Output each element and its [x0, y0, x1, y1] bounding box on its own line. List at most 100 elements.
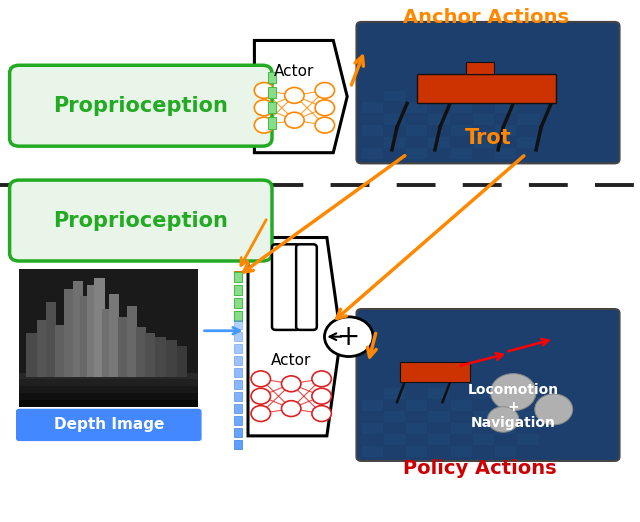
- Bar: [37, 319, 47, 377]
- Text: Proprioception: Proprioception: [53, 210, 228, 231]
- Bar: [473, 411, 494, 422]
- Bar: [406, 148, 428, 159]
- Bar: [384, 137, 405, 148]
- Bar: [177, 346, 188, 377]
- Bar: [234, 356, 243, 365]
- Circle shape: [490, 374, 536, 411]
- Bar: [55, 325, 65, 377]
- Bar: [136, 327, 146, 377]
- Bar: [19, 269, 198, 407]
- Circle shape: [535, 394, 573, 425]
- Bar: [102, 310, 112, 377]
- Text: Anchor Actions: Anchor Actions: [403, 8, 570, 27]
- Circle shape: [285, 112, 304, 128]
- Bar: [234, 344, 243, 353]
- Bar: [145, 333, 155, 377]
- Bar: [517, 388, 538, 399]
- Bar: [473, 388, 494, 399]
- Bar: [268, 72, 276, 83]
- Bar: [406, 102, 428, 113]
- Bar: [406, 400, 428, 411]
- Bar: [234, 416, 243, 425]
- Bar: [234, 380, 243, 389]
- Bar: [517, 434, 538, 445]
- Bar: [234, 299, 243, 308]
- Circle shape: [251, 406, 271, 421]
- Bar: [495, 102, 516, 113]
- Bar: [95, 278, 105, 377]
- Bar: [517, 137, 538, 148]
- Bar: [234, 428, 243, 437]
- Circle shape: [285, 88, 304, 103]
- Bar: [517, 114, 538, 125]
- Bar: [466, 62, 493, 74]
- Bar: [80, 296, 90, 377]
- Bar: [428, 114, 449, 125]
- Bar: [384, 434, 405, 445]
- Bar: [234, 320, 243, 329]
- Bar: [118, 316, 128, 377]
- Bar: [234, 332, 243, 341]
- Bar: [406, 446, 428, 457]
- Bar: [473, 434, 494, 445]
- Bar: [428, 91, 449, 101]
- Bar: [234, 271, 243, 281]
- Bar: [495, 400, 516, 411]
- Bar: [517, 411, 538, 422]
- Bar: [451, 102, 472, 113]
- Text: Policy Actions: Policy Actions: [403, 459, 557, 478]
- Bar: [451, 446, 472, 457]
- Circle shape: [312, 388, 332, 404]
- Bar: [428, 388, 449, 399]
- Bar: [234, 312, 243, 321]
- FancyBboxPatch shape: [16, 409, 202, 441]
- Text: Proprioception: Proprioception: [53, 96, 228, 116]
- Bar: [495, 423, 516, 434]
- Bar: [73, 281, 83, 377]
- Bar: [451, 400, 472, 411]
- Text: Trot: Trot: [465, 128, 511, 148]
- Circle shape: [282, 376, 301, 392]
- Circle shape: [254, 117, 274, 133]
- Bar: [384, 388, 405, 399]
- Bar: [234, 286, 243, 295]
- Circle shape: [324, 317, 373, 357]
- Bar: [87, 286, 98, 377]
- Bar: [156, 337, 166, 377]
- FancyBboxPatch shape: [10, 65, 272, 146]
- Bar: [384, 411, 405, 422]
- Bar: [19, 394, 198, 400]
- FancyBboxPatch shape: [272, 244, 300, 330]
- Circle shape: [254, 82, 274, 98]
- Bar: [362, 446, 383, 457]
- Bar: [234, 440, 243, 449]
- Bar: [234, 392, 243, 401]
- Bar: [234, 272, 243, 282]
- FancyBboxPatch shape: [356, 22, 620, 163]
- Bar: [268, 102, 276, 113]
- Circle shape: [282, 401, 301, 417]
- Bar: [517, 91, 538, 101]
- Bar: [473, 137, 494, 148]
- FancyBboxPatch shape: [356, 309, 620, 461]
- Text: Locomotion
+
Navigation: Locomotion + Navigation: [468, 383, 559, 430]
- Circle shape: [315, 100, 335, 116]
- Bar: [473, 114, 494, 125]
- Bar: [19, 373, 198, 379]
- Bar: [64, 289, 74, 377]
- Bar: [451, 125, 472, 136]
- Bar: [451, 423, 472, 434]
- Circle shape: [488, 407, 519, 432]
- Bar: [26, 333, 36, 377]
- Bar: [19, 379, 198, 386]
- Bar: [495, 148, 516, 159]
- Bar: [127, 306, 137, 377]
- Text: Actor: Actor: [271, 353, 312, 368]
- Bar: [46, 302, 56, 377]
- Text: Depth Image: Depth Image: [54, 418, 164, 432]
- FancyBboxPatch shape: [10, 180, 272, 261]
- Bar: [384, 114, 405, 125]
- Circle shape: [315, 82, 335, 98]
- Bar: [234, 368, 243, 377]
- Bar: [268, 87, 276, 98]
